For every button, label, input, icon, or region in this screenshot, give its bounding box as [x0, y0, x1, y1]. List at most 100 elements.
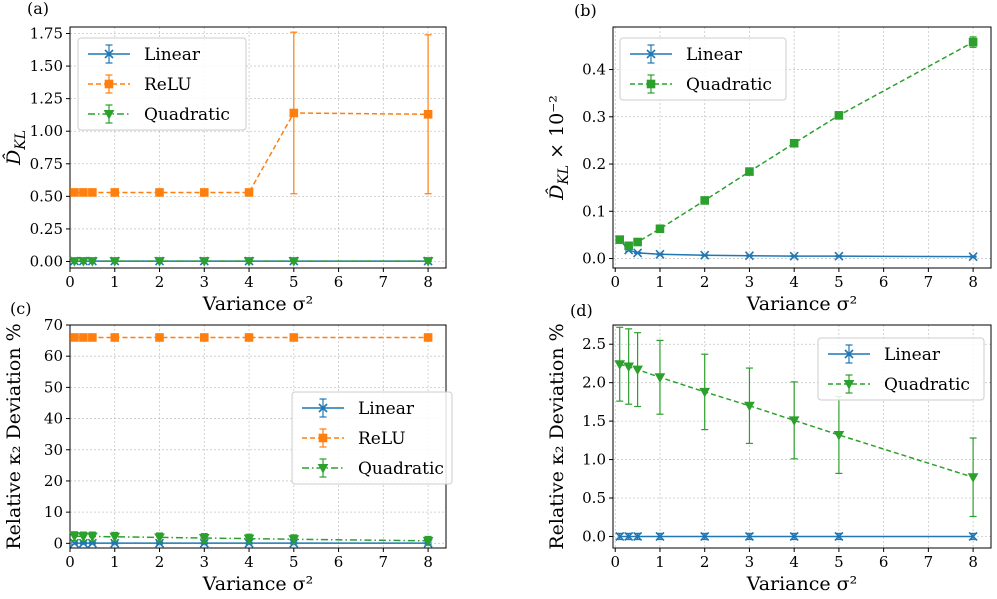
chart-panel-b: 0 1 2 3 4 5 6 7 8 0.0 0.1 0.2 0.3 0.4 Variance σ² D̂KL×… — [546, 1, 992, 315]
y-tick-label: 1.25 — [30, 90, 63, 108]
x-tick-label: 6 — [879, 273, 889, 291]
series-group — [615, 36, 978, 262]
x-tick-label: 1 — [655, 273, 665, 291]
legend-label: Quadratic — [884, 375, 970, 395]
x-tick-label: 8 — [423, 273, 433, 291]
y-tick-label: 0.1 — [582, 202, 606, 220]
data-point — [745, 167, 754, 176]
data-point — [632, 365, 643, 376]
legend-swatch-marker — [318, 433, 328, 443]
data-point — [79, 188, 88, 197]
x-tick-label: 5 — [834, 553, 844, 571]
data-point — [968, 37, 978, 47]
data-point — [700, 196, 710, 205]
y-tick-label: 60 — [44, 347, 63, 365]
data-point — [289, 333, 299, 342]
x-tick-label: 5 — [834, 273, 844, 291]
data-point — [110, 188, 120, 197]
y-tick-label: 1.00 — [30, 122, 63, 140]
data-point — [243, 257, 255, 267]
y-axis-label: D̂KL — [3, 130, 29, 166]
y-axis-label: Relative κ₂ Deviation % — [546, 323, 568, 549]
data-point — [633, 248, 643, 258]
y-tick-label: 1.75 — [30, 25, 63, 43]
legend-label: Linear — [144, 45, 201, 65]
data-point — [155, 333, 164, 342]
x-tick-label: 6 — [334, 273, 344, 291]
data-point — [744, 401, 755, 412]
data-point — [834, 251, 844, 261]
x-axis-label: Variance σ² — [746, 573, 858, 595]
legend-label: Quadratic — [144, 105, 230, 125]
y-tick-label: 0.5 — [582, 489, 606, 507]
legend-label: ReLU — [358, 429, 406, 449]
x-tick-label: 3 — [745, 273, 755, 291]
plot-frame — [612, 26, 992, 269]
data-point — [834, 531, 844, 542]
series-group — [69, 31, 434, 267]
data-point — [614, 360, 626, 370]
legend-label: Linear — [884, 345, 941, 365]
data-point — [654, 373, 666, 383]
data-point — [88, 188, 97, 197]
y-tick-label: 70 — [44, 316, 63, 334]
legend-label: Linear — [686, 45, 743, 65]
data-point — [789, 251, 799, 261]
plot-frame — [69, 26, 447, 269]
legend: Linear Quadratic — [817, 337, 985, 401]
x-axis-label: Variance σ² — [202, 293, 314, 315]
y-tick-label: 0.75 — [30, 155, 63, 173]
data-point — [422, 536, 434, 547]
y-tick-label: 0.50 — [30, 187, 63, 205]
y-axis-label: D̂KL× 10⁻² — [546, 95, 572, 201]
chart-panel-c: 0 1 2 3 4 5 6 7 8 0 10 20 30 40 50 60 70 Variance σ² Relat… — [3, 299, 453, 595]
data-point — [699, 387, 711, 398]
y-tick-label: 0.4 — [582, 61, 606, 79]
x-tick-label: 1 — [655, 553, 665, 571]
y-tick-label: 10 — [44, 503, 63, 521]
legend-label: Linear — [358, 399, 415, 419]
data-point — [655, 224, 665, 234]
x-tick-label: 5 — [289, 553, 299, 571]
y-tick-label: 30 — [44, 441, 63, 459]
x-axis-label: Variance σ² — [746, 293, 858, 315]
plot-frame — [612, 324, 992, 549]
legend-swatch-marker — [646, 49, 656, 59]
x-tick-label: 0 — [610, 273, 620, 291]
chart-panel-a: 0 1 2 3 4 5 6 7 8 0.00 0.25 0.50 0.75 1.00 1.25 1.50 1.7… — [3, 0, 447, 315]
x-tick-label: 6 — [334, 553, 344, 571]
data-point — [789, 138, 799, 148]
data-point — [633, 531, 643, 542]
panel-label: (a) — [27, 0, 49, 18]
data-point — [199, 333, 209, 342]
data-point — [623, 362, 635, 373]
legend-swatch-marker — [843, 380, 855, 390]
data-point — [655, 531, 665, 542]
x-tick-label: 3 — [200, 273, 210, 291]
data-point — [199, 188, 209, 197]
y-tick-label: 0.2 — [582, 155, 606, 173]
data-point — [968, 252, 978, 262]
data-point — [789, 531, 799, 542]
x-tick-label: 8 — [968, 273, 978, 291]
data-point — [244, 188, 254, 197]
y-tick-label: 0.00 — [30, 252, 63, 270]
data-point — [70, 188, 79, 197]
series-line — [74, 535, 429, 542]
data-point — [154, 257, 165, 267]
data-point — [198, 534, 210, 544]
data-point — [78, 257, 89, 267]
data-point — [633, 237, 642, 247]
data-point — [198, 257, 210, 267]
x-tick-label: 2 — [155, 273, 165, 291]
x-tick-label: 0 — [65, 273, 75, 291]
x-tick-label: 2 — [700, 553, 710, 571]
x-tick-label: 7 — [379, 553, 389, 571]
legend: Linear ReLU Quadratic — [291, 391, 453, 485]
data-point — [968, 531, 978, 542]
y-axis-label: Relative κ₂ Deviation % — [3, 323, 25, 549]
panel-label: (c) — [10, 299, 31, 318]
legend-label: Quadratic — [686, 75, 772, 95]
data-point — [154, 533, 165, 543]
legend: Linear Quadratic — [619, 37, 787, 101]
